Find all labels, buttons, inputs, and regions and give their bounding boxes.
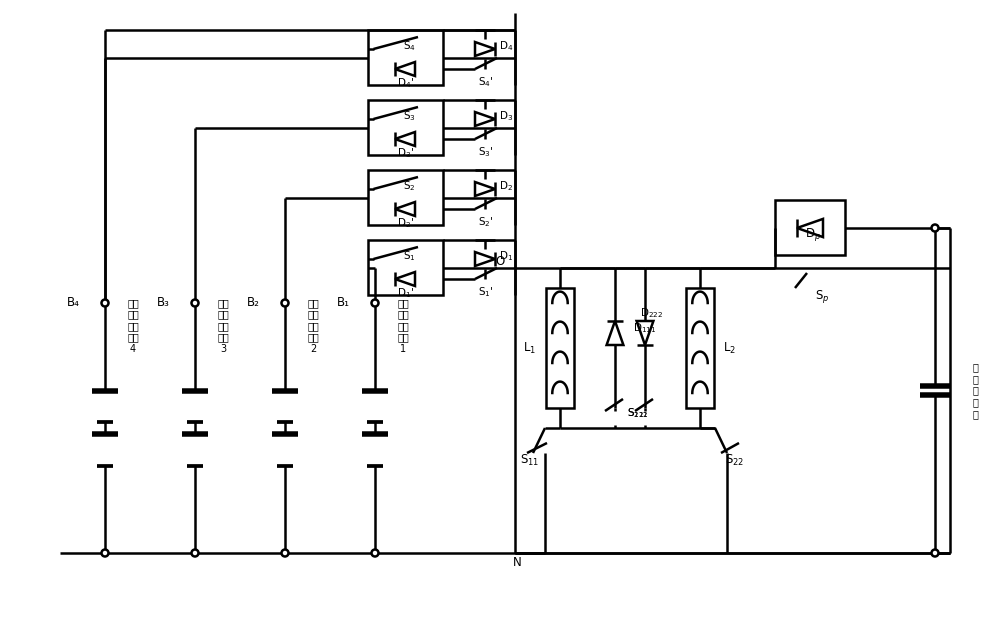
Text: S$_2$': S$_2$' [478, 215, 494, 229]
Text: 集成: 集成 [397, 321, 409, 331]
Text: S$_p$: S$_p$ [815, 288, 829, 305]
Polygon shape [475, 252, 495, 266]
Text: S$_2$: S$_2$ [403, 179, 416, 193]
Text: D$_2$': D$_2$' [397, 216, 413, 230]
Text: D$_{222}$: D$_{222}$ [640, 306, 663, 320]
Text: 端口: 端口 [127, 333, 139, 343]
Text: 汽车: 汽车 [217, 310, 229, 320]
Polygon shape [797, 219, 823, 237]
Text: D$_3$': D$_3$' [397, 146, 413, 160]
Circle shape [932, 224, 938, 232]
Bar [686, 288, 714, 408]
Text: 集成: 集成 [307, 321, 319, 331]
Polygon shape [475, 42, 495, 56]
Text: S$_{11}$: S$_{11}$ [520, 452, 540, 467]
Polygon shape [637, 321, 653, 345]
Polygon shape [607, 321, 623, 345]
Circle shape [192, 549, 198, 556]
Circle shape [932, 549, 938, 556]
Text: D$_1$': D$_1$' [397, 286, 413, 300]
Bar [546, 288, 574, 408]
Text: 3: 3 [220, 344, 226, 354]
Circle shape [192, 300, 198, 307]
Text: 汽车: 汽车 [127, 310, 139, 320]
Text: S$_1$: S$_1$ [403, 249, 416, 263]
Text: S$_3$: S$_3$ [403, 109, 416, 123]
Text: D$_4$': D$_4$' [397, 76, 413, 90]
Polygon shape [395, 202, 415, 216]
Text: D$_{111}$: D$_{111}$ [633, 321, 656, 335]
Text: B₃: B₃ [157, 297, 170, 310]
Circle shape [282, 300, 288, 307]
Bar [368, 240, 442, 295]
Text: 电动: 电动 [217, 298, 229, 308]
Polygon shape [395, 62, 415, 76]
Polygon shape [395, 132, 415, 146]
Text: L$_2$: L$_2$ [723, 340, 737, 356]
Text: S$_{22}$: S$_{22}$ [725, 452, 745, 467]
Text: S$_4$': S$_4$' [478, 75, 494, 89]
Text: S$_{111}$: S$_{111}$ [627, 406, 649, 420]
Text: B₁: B₁ [337, 297, 350, 310]
Text: 电动: 电动 [307, 298, 319, 308]
Bar [775, 201, 845, 255]
Polygon shape [475, 182, 495, 196]
Text: B₂: B₂ [247, 297, 260, 310]
Text: 直
流
侧
端
口: 直 流 侧 端 口 [972, 363, 978, 419]
Circle shape [102, 300, 108, 307]
Text: 端口: 端口 [217, 333, 229, 343]
Text: 1: 1 [400, 344, 406, 354]
Bar [368, 100, 442, 156]
Text: 端口: 端口 [397, 333, 409, 343]
Text: S$_1$': S$_1$' [478, 285, 494, 299]
Circle shape [372, 300, 378, 307]
Polygon shape [395, 272, 415, 286]
Circle shape [372, 549, 378, 556]
Bar [368, 171, 442, 226]
Text: 集成: 集成 [127, 321, 139, 331]
Text: 2: 2 [310, 344, 316, 354]
Text: 汽车: 汽车 [307, 310, 319, 320]
Circle shape [102, 549, 108, 556]
Text: S$_3$': S$_3$' [478, 145, 494, 159]
Text: D$_1$: D$_1$ [499, 249, 513, 263]
Text: D$_3$: D$_3$ [499, 109, 513, 123]
Text: O: O [495, 255, 505, 269]
Text: 4: 4 [130, 344, 136, 354]
Text: 端口: 端口 [307, 333, 319, 343]
Circle shape [282, 549, 288, 556]
Text: 电动: 电动 [127, 298, 139, 308]
Text: D$_4$: D$_4$ [499, 39, 513, 53]
Text: 汽车: 汽车 [397, 310, 409, 320]
Text: D$_p$: D$_p$ [805, 227, 821, 244]
Bar [368, 31, 442, 85]
Text: S$_4$: S$_4$ [403, 39, 416, 53]
Text: N: N [513, 556, 521, 569]
Polygon shape [475, 112, 495, 126]
Text: L$_1$: L$_1$ [523, 340, 537, 356]
Text: 电动: 电动 [397, 298, 409, 308]
Text: D$_2$: D$_2$ [499, 179, 513, 193]
Text: B₄: B₄ [67, 297, 80, 310]
Text: 集成: 集成 [217, 321, 229, 331]
Text: S$_{222}$: S$_{222}$ [627, 406, 649, 420]
